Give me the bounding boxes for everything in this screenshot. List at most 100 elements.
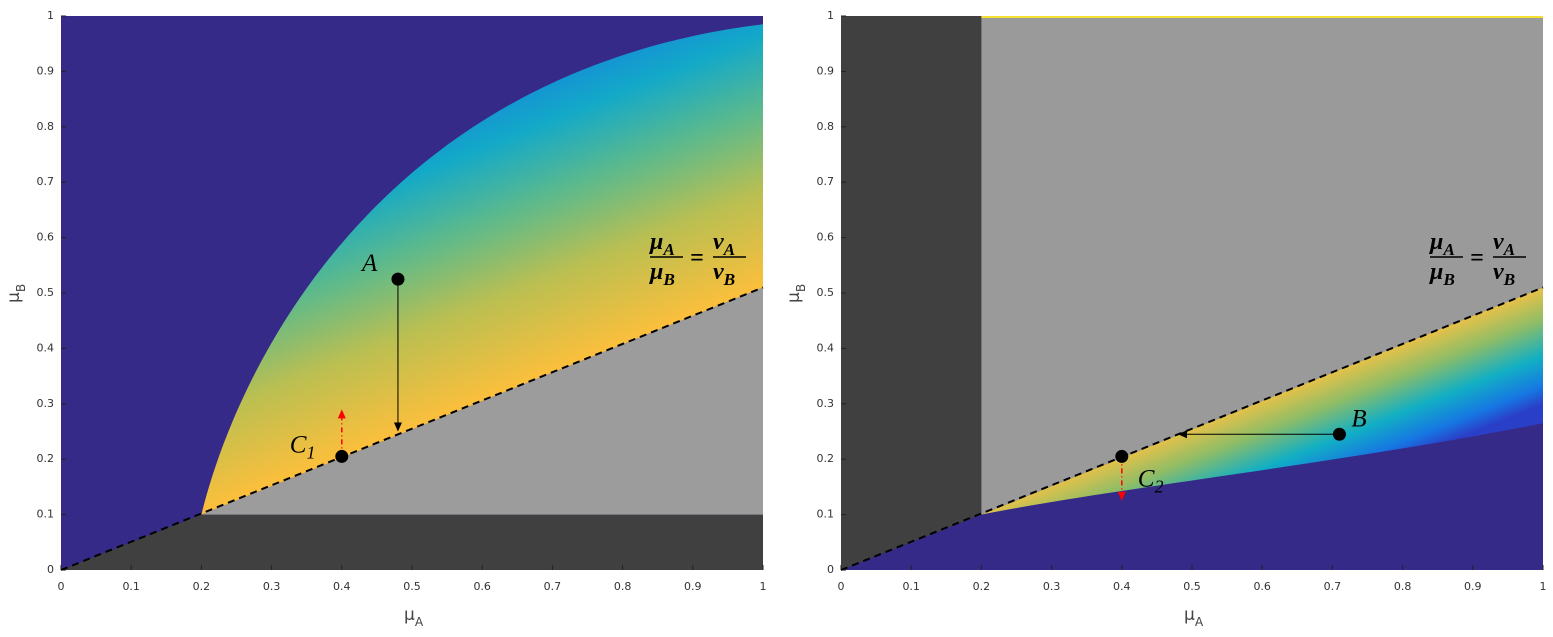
- x-tick-label: 0.8: [1394, 580, 1412, 593]
- y-axis-label-symbol: μ: [4, 292, 24, 303]
- arrow-head: [1177, 430, 1187, 439]
- x-tick-label: 0.7: [1324, 580, 1342, 593]
- formula-denominator-symbol: ν: [1493, 259, 1504, 285]
- x-tick-label: 1: [760, 580, 767, 593]
- y-tick-label: 1: [827, 9, 834, 22]
- y-tick-label: 0.8: [37, 120, 55, 133]
- y-axis-label-subscript: B: [14, 284, 28, 292]
- y-axis-label: μB: [784, 284, 808, 303]
- arrow-head: [393, 422, 402, 432]
- formula-numerator-subscript: A: [1503, 240, 1516, 259]
- formula-denominator: νB: [1493, 259, 1515, 289]
- infeasible-region: [61, 514, 763, 570]
- arrow-head: [337, 409, 346, 419]
- point: [1332, 427, 1346, 441]
- formula-denominator-symbol: μ: [648, 259, 663, 285]
- y-tick-label: 0.4: [37, 341, 55, 354]
- point-label: C2: [1138, 465, 1164, 496]
- y-tick-label: 0.1: [37, 508, 55, 521]
- x-tick-label: 0.5: [403, 580, 421, 593]
- x-tick-label: 0.5: [1183, 580, 1201, 593]
- x-tick-label: 0.3: [263, 580, 281, 593]
- y-tick-label: 0.3: [37, 397, 55, 410]
- formula-denominator-subscript: B: [1442, 270, 1455, 289]
- y-tick-label: 1: [47, 9, 54, 22]
- gray-region: [981, 16, 1543, 515]
- formula-denominator-subscript: B: [723, 270, 736, 289]
- y-tick-label: 0: [827, 563, 834, 576]
- x-tick-label: 0.2: [973, 580, 991, 593]
- formula-numerator: νA: [1493, 229, 1515, 259]
- x-tick-label: 0.2: [193, 580, 211, 593]
- formula-denominator-symbol: μ: [1428, 259, 1443, 285]
- infeasible-region: [841, 16, 982, 570]
- x-tick-label: 0.4: [333, 580, 351, 593]
- formula-denominator: νB: [713, 259, 735, 289]
- x-axis-label-subscript: A: [415, 615, 424, 629]
- point-label-subscript: 2: [1154, 476, 1163, 496]
- formula-numerator-subscript: A: [662, 240, 675, 259]
- y-tick-label: 0.2: [37, 452, 55, 465]
- formula-numerator: μA: [648, 229, 675, 259]
- y-tick-label: 0.6: [37, 231, 55, 244]
- x-tick-label: 0.4: [1113, 580, 1131, 593]
- x-tick-label: 0.9: [684, 580, 702, 593]
- x-tick-label: 0.1: [902, 580, 920, 593]
- y-axis-label-subscript: B: [794, 284, 808, 292]
- x-tick-label: 0: [838, 580, 845, 593]
- x-tick-label: 0.3: [1043, 580, 1061, 593]
- y-tick-label: 0.8: [817, 120, 835, 133]
- point-label: C1: [290, 431, 316, 462]
- y-tick-label: 0.5: [817, 286, 835, 299]
- formula-numerator-symbol: ν: [1493, 229, 1504, 255]
- point-label-symbol: A: [360, 250, 378, 277]
- x-axis-label-symbol: μ: [404, 605, 415, 625]
- y-tick-label: 0.1: [817, 508, 835, 521]
- formula-numerator: νA: [713, 229, 735, 259]
- point-label-symbol: C: [1138, 465, 1155, 492]
- x-tick-label: 0.6: [1253, 580, 1271, 593]
- arrow-head: [1117, 491, 1126, 501]
- formula-numerator-symbol: μ: [648, 229, 663, 255]
- formula-numerator: μA: [1428, 229, 1455, 259]
- y-axis-label: μB: [4, 284, 28, 303]
- y-tick-label: 0.2: [817, 452, 835, 465]
- formula-numerator-symbol: μ: [1428, 229, 1443, 255]
- point-label: B: [1351, 405, 1366, 432]
- y-axis-label-symbol: μ: [784, 292, 804, 303]
- x-axis-label-symbol: μ: [1184, 605, 1195, 625]
- x-tick-label: 0.1: [122, 580, 140, 593]
- x-tick-label: 0.9: [1464, 580, 1482, 593]
- y-tick-label: 0.9: [817, 64, 835, 77]
- point-label-subscript: 1: [306, 442, 315, 462]
- y-tick-label: 0.5: [37, 286, 55, 299]
- x-axis-label: μA: [1184, 605, 1204, 629]
- point: [1115, 449, 1129, 463]
- formula-denominator-subscript: B: [662, 270, 675, 289]
- x-tick-label: 0.6: [473, 580, 491, 593]
- formula-equals: =: [1470, 245, 1484, 271]
- formula-numerator-symbol: ν: [713, 229, 724, 255]
- x-tick-label: 0: [58, 580, 65, 593]
- point-label: A: [360, 250, 378, 277]
- point-label-symbol: B: [1351, 405, 1366, 432]
- formula-numerator-subscript: A: [1442, 240, 1455, 259]
- x-tick-label: 0.7: [544, 580, 562, 593]
- formula-denominator-symbol: ν: [713, 259, 724, 285]
- y-tick-label: 0: [47, 563, 54, 576]
- point: [335, 449, 349, 463]
- y-tick-label: 0.6: [817, 231, 835, 244]
- reference-line: [60, 286, 764, 571]
- formula-equals: =: [690, 245, 704, 271]
- y-tick-label: 0.7: [817, 175, 835, 188]
- y-tick-label: 0.3: [817, 397, 835, 410]
- y-tick-label: 0.4: [817, 341, 835, 354]
- point: [391, 272, 405, 286]
- formula-numerator-subscript: A: [723, 240, 736, 259]
- x-axis-label-subscript: A: [1195, 615, 1204, 629]
- formula-denominator: μB: [1428, 259, 1455, 289]
- y-tick-label: 0.9: [37, 64, 55, 77]
- point-label-symbol: C: [290, 431, 307, 458]
- y-tick-label: 0.7: [37, 175, 55, 188]
